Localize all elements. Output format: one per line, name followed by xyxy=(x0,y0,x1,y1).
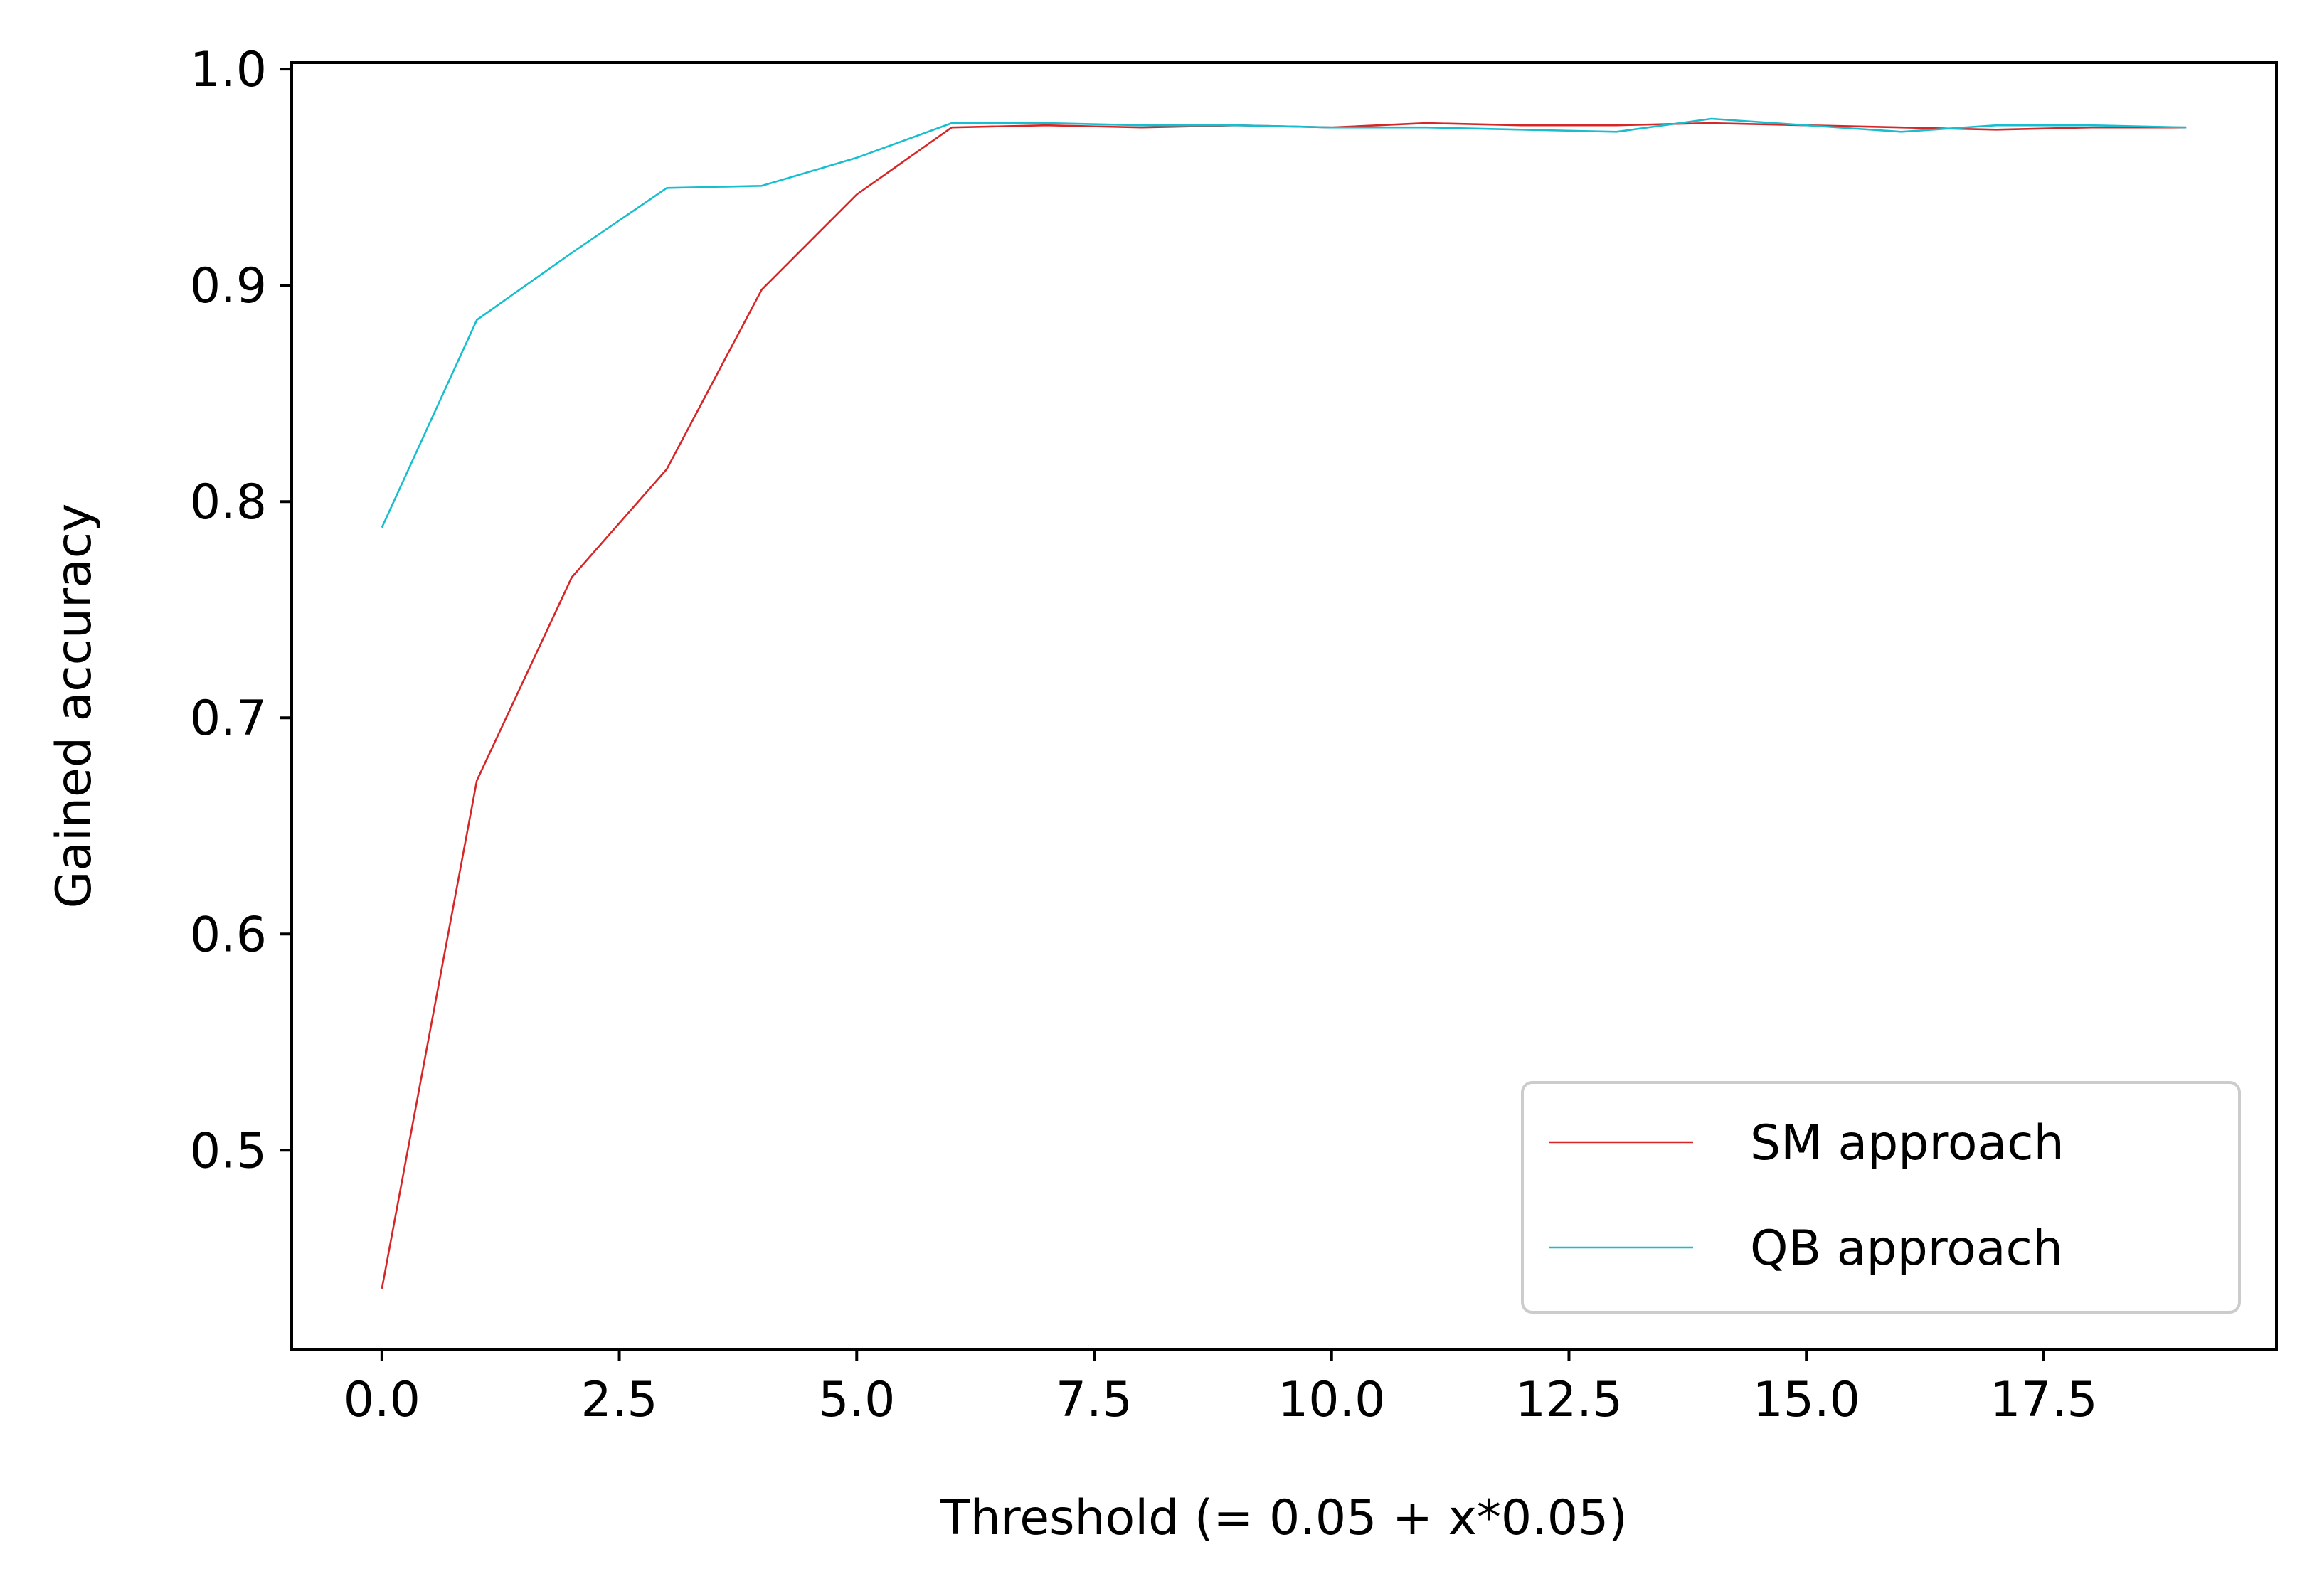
y-tick-label: 0.8 xyxy=(190,474,267,531)
y-tick-label: 0.7 xyxy=(190,691,267,747)
series-layer xyxy=(381,117,2187,1289)
series-line-1 xyxy=(381,117,2187,528)
legend: SM approach QB approach xyxy=(1521,1081,2241,1314)
y-tick-label: 0.9 xyxy=(190,258,267,314)
x-tick-label: 2.5 xyxy=(580,1372,657,1428)
x-tick-label: 10.0 xyxy=(1278,1372,1385,1428)
x-tick-label: 5.0 xyxy=(818,1372,895,1428)
x-tick-label: 0.0 xyxy=(344,1372,420,1428)
y-axis-label: Gained accuracy xyxy=(46,504,102,909)
x-axis: 0.0 2.5 5.0 7.5 10.0 12.5 15.0 17.5 xyxy=(344,1349,2098,1428)
x-tick-label: 17.5 xyxy=(1990,1372,2097,1428)
y-tick-label: 1.0 xyxy=(190,42,267,98)
y-tick-label: 0.6 xyxy=(190,907,267,963)
plot-frame xyxy=(290,61,2278,1351)
x-tick-label: 15.0 xyxy=(1753,1372,1860,1428)
x-axis-label: Threshold (= 0.05 + x*0.05) xyxy=(940,1490,1628,1546)
y-axis: 0.5 0.6 0.7 0.8 0.9 1.0 xyxy=(190,42,292,1179)
x-tick-label: 7.5 xyxy=(1056,1372,1133,1428)
legend-label: SM approach xyxy=(1750,1115,2064,1171)
legend-label: QB approach xyxy=(1750,1220,2063,1277)
x-tick-label: 12.5 xyxy=(1515,1372,1623,1428)
legend-box xyxy=(1521,1081,2241,1314)
y-tick-label: 0.5 xyxy=(190,1123,267,1179)
